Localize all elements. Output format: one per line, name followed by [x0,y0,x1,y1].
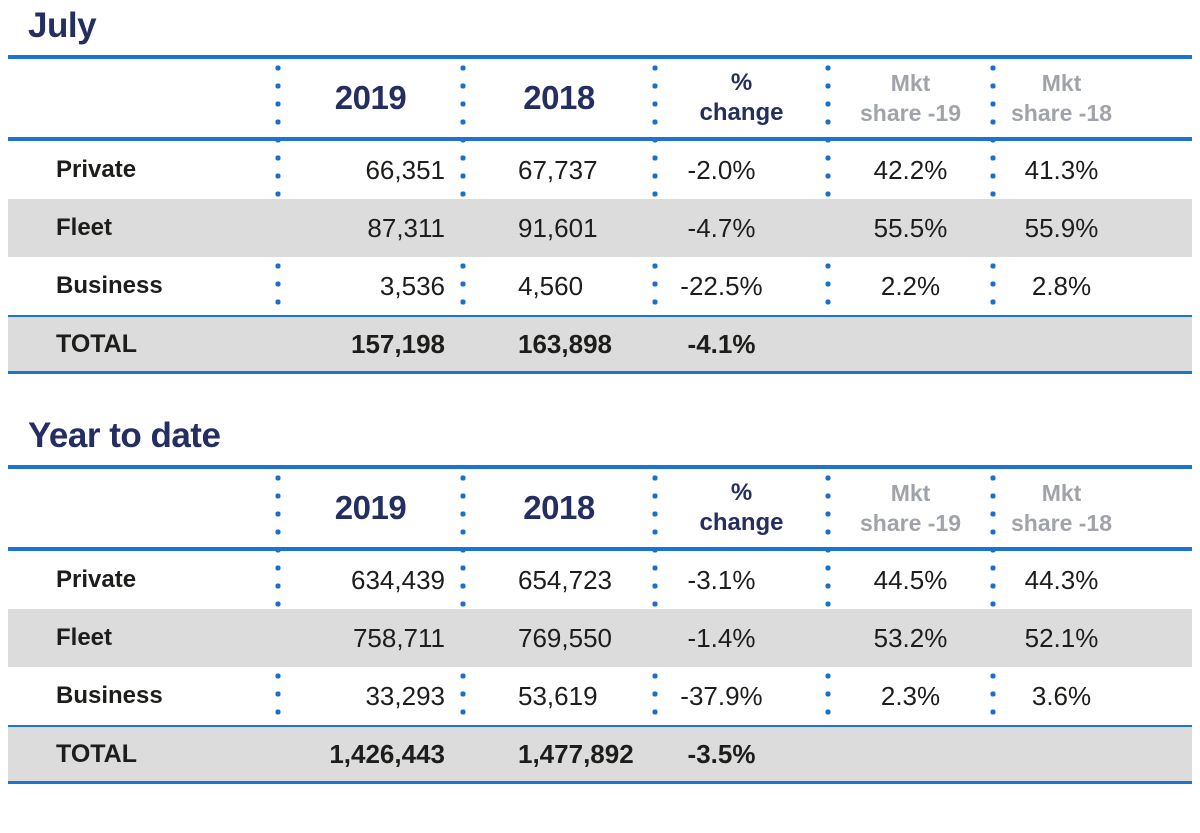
row-2018-value: 769,550 [518,622,612,653]
table-bottom-rule [8,371,1192,374]
table-row: Private 66,351 67,737 -2.0% 42.2% 41.3% [8,141,1192,199]
data-table: 2019 2018 % change Mkt share -19 Mkt sha… [8,465,1192,784]
table-top-rule [8,465,1192,469]
data-table: 2019 2018 % change Mkt share -19 Mkt sha… [8,55,1192,374]
header-pct-change: % change [655,478,828,538]
total-row: TOTAL 157,198 163,898 -4.1% [8,317,1192,371]
row-mkt-share-19: 55.5% [873,212,948,243]
total-label: TOTAL [56,329,138,358]
row-2019-value: 33,293 [365,680,445,711]
header-mkt-share-18: Mkt share -18 [993,68,1192,128]
row-2019-value: 3,536 [379,270,445,301]
row-mkt-share-18: 55.9% [1024,212,1099,243]
row-mkt-share-18: 44.3% [1024,564,1099,595]
row-2019-value: 87,311 [367,212,445,243]
row-label: Fleet [56,624,113,651]
row-mkt-share-18: 2.8% [1031,270,1092,301]
header-2019: 2019 [334,489,407,526]
table-body: Private 634,439 654,723 -3.1% 44.5% 44.3… [8,551,1192,725]
row-mkt-share-19: 2.2% [880,270,941,301]
table-top-rule [8,55,1192,59]
row-mkt-share-18: 3.6% [1031,680,1092,711]
row-label: Private [56,156,137,183]
row-2019-value: 66,351 [365,154,445,185]
total-row-top-rule [8,725,1192,727]
total-row-top-rule [8,315,1192,317]
row-2018-value: 67,737 [518,154,598,185]
header-pct-line2: change [699,509,784,536]
header-pct-line1: % [730,69,753,96]
row-2018-value: 53,619 [518,680,598,711]
header-mkt19-line2: share -19 [859,100,961,126]
registrations-table-section: July 2019 2018 % change Mkt sh [8,6,1192,374]
header-mkt-share-18: Mkt share -18 [993,478,1192,538]
total-2019-value: 157,198 [351,328,445,359]
table-bottom-rule [8,781,1192,784]
header-mkt18-line1: Mkt [1041,70,1082,96]
header-mkt-share-19: Mkt share -19 [828,68,993,128]
row-mkt-share-19: 42.2% [873,154,948,185]
table-header-rule [8,547,1192,551]
header-pct-change: % change [655,68,828,128]
row-pct-change: -2.0% [687,154,756,185]
row-pct-change: -22.5% [680,270,763,301]
registrations-report: July 2019 2018 % change Mkt sh [0,6,1200,784]
header-pct-line2: change [699,99,784,126]
table-row: Fleet 758,711 769,550 -1.4% 53.2% 52.1% [8,609,1192,667]
header-pct-line1: % [730,479,753,506]
row-mkt-share-19: 53.2% [873,622,948,653]
header-mkt19-line1: Mkt [890,480,931,506]
table-header-row: 2019 2018 % change Mkt share -19 Mkt sha… [8,469,1192,547]
table-row: Business 33,293 53,619 -37.9% 2.3% 3.6% [8,667,1192,725]
table-row: Fleet 87,311 91,601 -4.7% 55.5% 55.9% [8,199,1192,257]
header-mkt18-line2: share -18 [1010,100,1112,126]
header-mkt19-line1: Mkt [890,70,931,96]
row-2019-value: 758,711 [352,622,445,653]
table-row: Business 3,536 4,560 -22.5% 2.2% 2.8% [8,257,1192,315]
registrations-table-section: Year to date 2019 2018 % change Mkt [8,416,1192,784]
total-pct-change: -4.1% [687,328,756,359]
row-pct-change: -4.7% [687,212,756,243]
row-label: Business [56,682,163,709]
table-header-row: 2019 2018 % change Mkt share -19 Mkt sha… [8,59,1192,137]
table-title: July [28,6,97,45]
table-row: Private 634,439 654,723 -3.1% 44.5% 44.3… [8,551,1192,609]
total-row: TOTAL 1,426,443 1,477,892 -3.5% [8,727,1192,781]
row-mkt-share-18: 41.3% [1024,154,1099,185]
row-label: Business [56,272,163,299]
row-label: Private [56,566,137,593]
row-mkt-share-19: 2.3% [880,680,941,711]
table-title: Year to date [28,416,221,455]
header-mkt18-line1: Mkt [1041,480,1082,506]
table-header-rule [8,137,1192,141]
total-label: TOTAL [56,739,138,768]
total-2018-value: 163,898 [518,328,612,359]
header-mkt-share-19: Mkt share -19 [828,478,993,538]
total-2019-value: 1,426,443 [329,738,445,769]
row-2019-value: 634,439 [351,564,445,595]
header-2018: 2018 [523,489,595,526]
tables: July 2019 2018 % change Mkt sh [0,6,1200,784]
header-mkt19-line2: share -19 [859,510,961,536]
row-label: Fleet [56,214,113,241]
table-body: Private 66,351 67,737 -2.0% 42.2% 41.3% … [8,141,1192,315]
total-2018-value: 1,477,892 [518,738,634,769]
row-2018-value: 91,601 [518,212,598,243]
header-2019: 2019 [334,79,407,116]
row-mkt-share-19: 44.5% [873,564,948,595]
row-2018-value: 654,723 [518,564,612,595]
row-mkt-share-18: 52.1% [1024,622,1099,653]
header-2018: 2018 [523,79,595,116]
header-mkt18-line2: share -18 [1010,510,1112,536]
row-pct-change: -37.9% [680,680,763,711]
row-pct-change: -1.4% [687,622,756,653]
total-pct-change: -3.5% [687,738,756,769]
row-pct-change: -3.1% [687,564,756,595]
row-2018-value: 4,560 [518,270,584,301]
